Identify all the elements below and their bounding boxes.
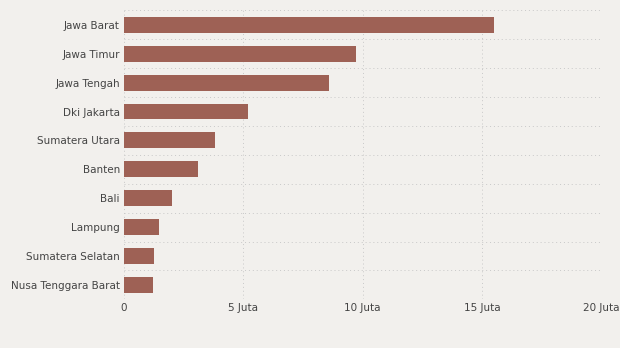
Bar xyxy=(124,46,355,62)
Bar xyxy=(124,17,494,33)
Bar xyxy=(124,133,215,148)
Bar xyxy=(124,161,198,177)
Bar xyxy=(124,248,154,264)
Bar xyxy=(124,277,153,293)
Bar xyxy=(124,219,159,235)
Bar xyxy=(124,75,329,90)
Bar xyxy=(124,190,172,206)
Bar xyxy=(124,104,248,119)
